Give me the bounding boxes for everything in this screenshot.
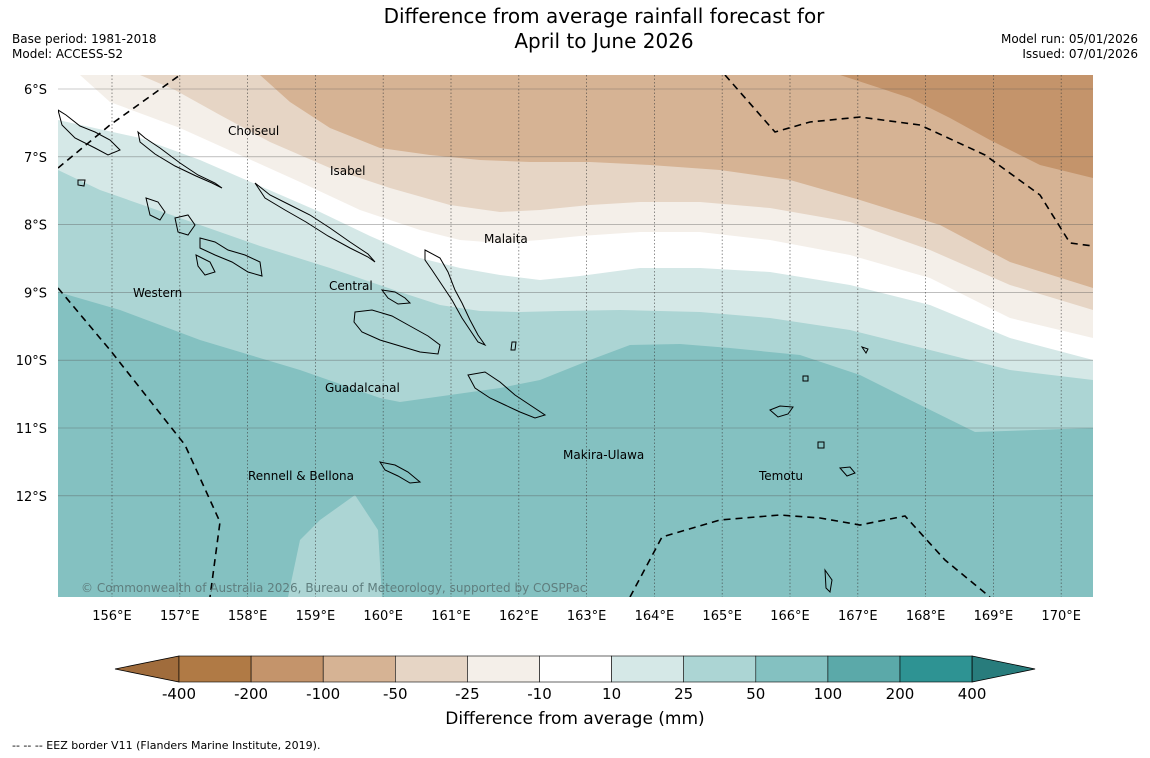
- lat-tick-label: 8°S: [24, 219, 47, 234]
- lon-tick-label: 158°E: [228, 609, 268, 624]
- band-neg100-neg200: [840, 75, 1093, 178]
- colorbar-tick: 200: [886, 685, 915, 703]
- rennell-coast: [378, 461, 422, 484]
- colorbar-extend-low: [114, 655, 180, 683]
- title-line-2: April to June 2026: [514, 29, 694, 53]
- colorbar-segment: [539, 655, 612, 683]
- label-guadalcanal: Guadalcanal: [325, 381, 400, 395]
- lon-tick-label: 166°E: [770, 609, 810, 624]
- lon-tick-label: 170°E: [1041, 609, 1081, 624]
- colorbar-segment: [322, 655, 396, 683]
- colorbar-segment: [899, 655, 973, 683]
- choiseul-coast: [137, 130, 223, 189]
- colorbar-tick: -100: [306, 685, 340, 703]
- model-run: Model run: 05/01/2026: [1000, 32, 1138, 46]
- latitude-labels: 6°S 7°S 8°S 9°S 10°S 11°S 12°S: [16, 83, 47, 505]
- bougainville-coast: [58, 109, 121, 156]
- eez-line-southwest: [58, 287, 221, 597]
- colorbar: [114, 655, 1036, 683]
- contour-bands: [58, 75, 1093, 597]
- colorbar-segment: [467, 655, 540, 683]
- small-islands-coast: [77, 179, 869, 594]
- model-info: Base period: 1981-2018 Model: ACCESS-S2: [12, 32, 157, 62]
- lat-tick-label: 11°S: [16, 422, 47, 437]
- lon-tick-label: 168°E: [906, 609, 946, 624]
- guadalcanal-coast: [353, 309, 441, 355]
- new-georgia-coast: [145, 197, 166, 221]
- florida-islands-coast: [380, 289, 412, 305]
- label-temotu: Temotu: [758, 469, 803, 483]
- label-central: Central: [329, 279, 373, 293]
- label-isabel: Isabel: [330, 164, 365, 178]
- lon-tick-label: 163°E: [567, 609, 607, 624]
- colorbar-segment: [683, 655, 757, 683]
- lon-tick-label: 162°E: [499, 609, 539, 624]
- band-tongue-rennell: [288, 495, 382, 597]
- colorbar-tick: 10: [602, 685, 621, 703]
- coastlines: [58, 109, 869, 594]
- colorbar-tick-labels: -400 -200 -100 -50 -25 -10 10 25 50 100 200 400: [162, 685, 986, 703]
- isabel-coast: [254, 182, 376, 263]
- colorbar-tick: -10: [527, 685, 552, 703]
- lon-tick-label: 169°E: [974, 609, 1014, 624]
- colorbar-tick: 50: [746, 685, 765, 703]
- label-rennell-bellona: Rennell & Bellona: [248, 469, 354, 483]
- copyright-notice: © Commonwealth of Australia 2026, Bureau…: [81, 581, 586, 595]
- title-line-1: Difference from average rainfall forecas…: [383, 4, 825, 28]
- colorbar-segment: [394, 655, 468, 683]
- colorbar-tick: 400: [958, 685, 987, 703]
- lon-tick-label: 156°E: [92, 609, 132, 624]
- eez-line-southeast: [629, 514, 991, 597]
- run-info: Model run: 05/01/2026 Issued: 07/01/2026: [1001, 32, 1138, 62]
- western-islands-coast: [174, 214, 263, 277]
- lat-tick-label: 6°S: [24, 83, 47, 98]
- label-malaita: Malaita: [484, 232, 528, 246]
- label-choiseul: Choiseul: [228, 124, 279, 138]
- colorbar-extend-high: [971, 655, 1036, 683]
- colorbar-segment: [827, 655, 901, 683]
- lat-tick-label: 9°S: [24, 286, 47, 301]
- colorbar-tick: -25: [455, 685, 480, 703]
- lon-tick-label: 161°E: [431, 609, 471, 624]
- lat-tick-label: 7°S: [24, 151, 47, 166]
- eez-line-northwest: [58, 75, 181, 169]
- eez-footnote: -- -- -- EEZ border V11 (Flanders Marine…: [12, 739, 321, 752]
- base-period: Base period: 1981-2018: [12, 32, 157, 46]
- label-western: Western: [133, 286, 182, 300]
- eez-line-northeast: [724, 75, 1093, 247]
- lat-tick-label: 12°S: [16, 490, 47, 505]
- santa-cruz-coast: [769, 405, 856, 477]
- colorbar-tick: 100: [814, 685, 843, 703]
- label-makira-ulawa: Makira-Ulawa: [563, 448, 644, 462]
- colorbar-tick: -50: [383, 685, 408, 703]
- colorbar-tick: 25: [674, 685, 693, 703]
- province-labels: Choiseul Isabel Malaita Western Central …: [133, 124, 803, 483]
- colorbar-segment: [250, 655, 324, 683]
- lon-tick-label: 160°E: [363, 609, 403, 624]
- lon-tick-label: 167°E: [838, 609, 878, 624]
- malaita-coast: [424, 249, 487, 347]
- issued-date: Issued: 07/01/2026: [1022, 47, 1138, 61]
- longitude-labels: 156°E 157°E 158°E 159°E 160°E 161°E 162°E 163°E…: [92, 609, 1081, 624]
- colorbar-segment: [755, 655, 829, 683]
- colorbar-tick: -200: [234, 685, 268, 703]
- band-neg50-neg100: [260, 75, 1093, 288]
- colorbar-tick: -400: [162, 685, 196, 703]
- chart-title: Difference from average rainfall forecas…: [0, 4, 1150, 54]
- lat-tick-label: 10°S: [16, 354, 47, 369]
- lon-tick-label: 157°E: [160, 609, 200, 624]
- eez-border: [58, 75, 1093, 597]
- colorbar-segment: [611, 655, 684, 683]
- colorbar-segment: [178, 655, 252, 683]
- lon-tick-label: 164°E: [635, 609, 675, 624]
- graticule: [58, 75, 1093, 597]
- lon-tick-label: 165°E: [702, 609, 742, 624]
- lon-tick-label: 159°E: [296, 609, 336, 624]
- model-name: Model: ACCESS-S2: [12, 47, 124, 61]
- makira-coast: [467, 371, 547, 419]
- colorbar-title: Difference from average (mm): [445, 709, 705, 729]
